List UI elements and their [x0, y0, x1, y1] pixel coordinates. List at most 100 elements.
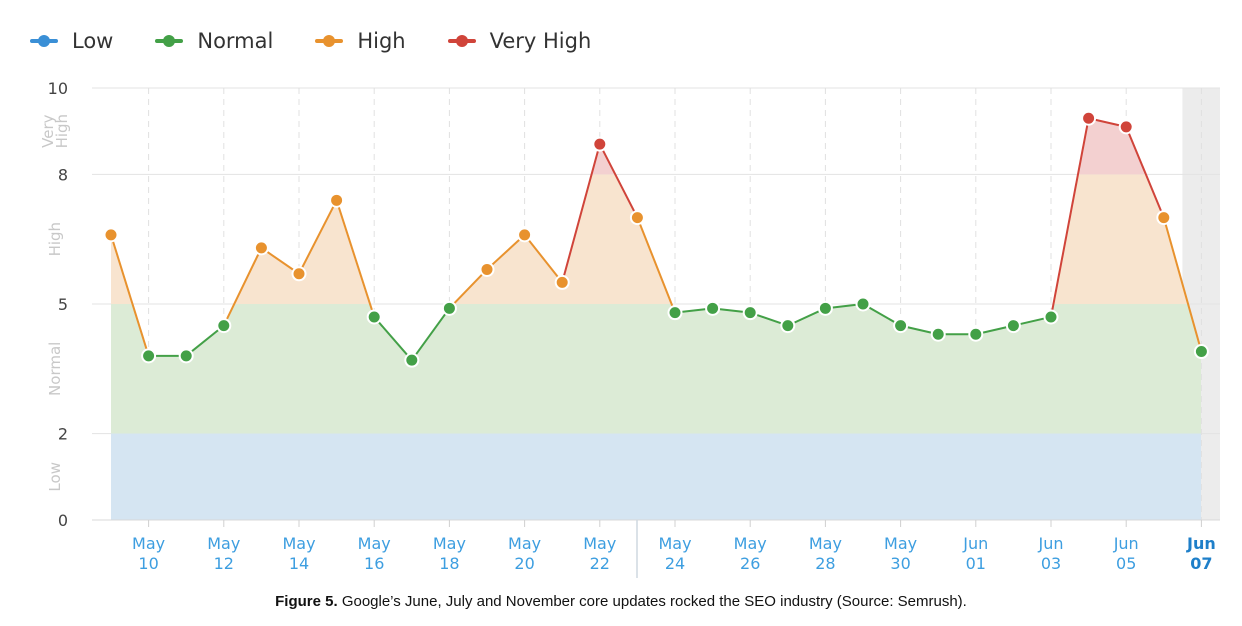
data-point[interactable]: [1043, 309, 1059, 325]
data-point[interactable]: [441, 300, 457, 316]
data-point[interactable]: [592, 136, 608, 152]
series-line-segment: [222, 247, 263, 327]
legend-swatch: [30, 35, 58, 47]
data-point[interactable]: [554, 274, 570, 290]
series-line-segment: [110, 234, 150, 357]
x-tick-label: 20: [514, 554, 534, 573]
band-fill-normal: [111, 304, 1201, 434]
series-line-segment: [523, 234, 563, 284]
band-label: High: [53, 114, 71, 148]
series-line-segment: [448, 268, 488, 310]
caption-text: Google’s June, July and November core up…: [341, 593, 967, 610]
series-line-segment: [598, 143, 639, 219]
legend-item-normal[interactable]: Normal: [155, 29, 273, 53]
legend-label: Normal: [197, 29, 274, 53]
data-point[interactable]: [705, 300, 721, 316]
band-label: Low: [46, 462, 64, 492]
x-tick-label: 24: [665, 554, 685, 573]
x-tick-label: Jun: [1038, 534, 1064, 553]
x-tick-label: 05: [1116, 554, 1136, 573]
data-point[interactable]: [517, 227, 533, 243]
x-tick-label: 26: [740, 554, 760, 573]
data-point[interactable]: [329, 192, 345, 208]
legend-item-low[interactable]: Low: [30, 29, 113, 53]
series-line-segment: [298, 199, 338, 275]
figure-label: Figure 5.: [275, 593, 338, 610]
y-tick-label: 10: [48, 79, 68, 98]
series-line-segment: [636, 217, 676, 314]
band-label: Normal: [46, 342, 64, 396]
data-point[interactable]: [366, 309, 382, 325]
x-tick-label: May: [282, 534, 315, 553]
data-point[interactable]: [1081, 110, 1097, 126]
data-point[interactable]: [780, 318, 796, 334]
point-layer: [103, 110, 1209, 368]
data-point[interactable]: [968, 326, 984, 342]
x-tick-label: 01: [966, 554, 986, 573]
band-fill-low-full: [111, 433, 1201, 520]
data-point[interactable]: [855, 296, 871, 312]
y-tick-label: 2: [58, 425, 68, 444]
x-tick-label: 22: [590, 554, 610, 573]
series-line-segment: [373, 316, 413, 361]
x-tick-label: May: [132, 534, 165, 553]
x-tick-label: Jun: [1113, 534, 1139, 553]
x-tick-label: 30: [890, 554, 910, 573]
legend-swatch: [155, 35, 184, 47]
data-point[interactable]: [629, 210, 645, 226]
x-tick-label: May: [207, 534, 240, 553]
figure-caption: Figure 5. Google’s June, July and Novemb…: [0, 593, 1242, 610]
data-point[interactable]: [216, 318, 232, 334]
y-tick-label: 5: [58, 295, 68, 314]
legend-swatch: [315, 35, 344, 47]
series-line-segment: [1050, 118, 1090, 318]
legend-swatch: [447, 35, 476, 47]
data-point[interactable]: [893, 318, 909, 334]
x-tick-label: May: [508, 534, 541, 553]
y-tick-label: 0: [58, 511, 68, 530]
data-point[interactable]: [742, 305, 758, 321]
band-fill-high: [111, 174, 1201, 304]
data-point[interactable]: [1118, 119, 1134, 135]
x-tick-label: 14: [289, 554, 309, 573]
band-fill-very-high: [111, 118, 1201, 175]
legend-label: Very High: [489, 29, 592, 53]
series-line-segment: [335, 200, 376, 318]
legend-label: High: [357, 29, 406, 53]
series-line-segment: [1162, 217, 1203, 352]
axis-layer: LowNormalHighVeryHigh025810May10May12May…: [39, 79, 1220, 578]
x-tick-label: 12: [214, 554, 234, 573]
series-line-segment: [486, 234, 526, 271]
data-point[interactable]: [1005, 318, 1021, 334]
data-point[interactable]: [103, 227, 119, 243]
x-tick-label: May: [884, 534, 917, 553]
data-point[interactable]: [479, 261, 495, 277]
y-tick-label: 8: [58, 165, 68, 184]
x-tick-label: Jun: [962, 534, 988, 553]
x-tick-label: May: [809, 534, 842, 553]
band-label: High: [46, 222, 64, 256]
x-tick-label: May: [358, 534, 391, 553]
x-tick-label: May: [583, 534, 616, 553]
series-line-segment: [260, 247, 300, 275]
legend-item-high[interactable]: High: [315, 29, 406, 53]
data-point[interactable]: [253, 240, 269, 256]
legend-item-very-high[interactable]: Very High: [447, 29, 592, 53]
data-point[interactable]: [817, 300, 833, 316]
series-line-segment: [561, 143, 601, 283]
x-tick-label: May: [433, 534, 466, 553]
x-tick-label: 16: [364, 554, 384, 573]
data-point[interactable]: [141, 348, 157, 364]
series-line-segment: [1125, 126, 1165, 218]
data-point[interactable]: [404, 352, 420, 368]
data-point[interactable]: [178, 348, 194, 364]
legend-label: Low: [72, 29, 114, 53]
data-point[interactable]: [1156, 210, 1172, 226]
x-tick-label: May: [658, 534, 691, 553]
data-point[interactable]: [1193, 344, 1209, 360]
data-point[interactable]: [930, 326, 946, 342]
data-point[interactable]: [291, 266, 307, 282]
chart-legend: Low Normal High Very High: [30, 26, 633, 56]
data-point[interactable]: [667, 305, 683, 321]
x-tick-label: Jun: [1186, 534, 1216, 553]
